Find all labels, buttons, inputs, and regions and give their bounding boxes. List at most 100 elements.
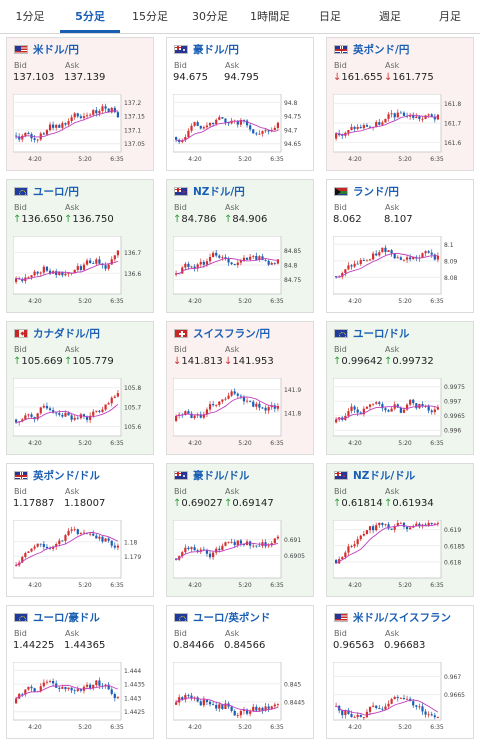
plot-area	[333, 236, 442, 295]
plot-area	[13, 520, 122, 579]
rate-card[interactable]: 豪ドル/ドル Bid Ask ↑0.69027 ↑0.69147 0.691 0.6905 4…	[166, 463, 314, 597]
candle-body	[252, 545, 255, 547]
pair-name-link[interactable]: スイスフラン/円	[193, 327, 271, 340]
candle-body	[393, 697, 396, 700]
card-header: 英ポンド/ドル	[14, 469, 100, 482]
pair-name-link[interactable]: カナダドル/円	[33, 327, 100, 340]
rate-card[interactable]: ランド/円 Bid Ask 8.062 8.107 8.1 8.09 8.08 4:20 5:20…	[326, 179, 474, 313]
candle-body	[356, 539, 359, 545]
rate-card[interactable]: 米ドル/スイスフラン Bid Ask 0.96563 0.96683 0.967 0.966…	[326, 605, 474, 739]
bid-label: Bid	[334, 61, 347, 70]
rate-card[interactable]: 英ポンド/円 Bid Ask ↓161.655 ↓161.775 161.8 161.7 16…	[326, 37, 474, 171]
candle-body	[107, 264, 110, 269]
candle-body	[45, 405, 49, 409]
card-header: NZドル/ドル	[334, 469, 416, 482]
arrow-up-icon: ↑	[224, 498, 233, 509]
rate-card[interactable]: スイスフラン/円 Bid Ask ↓141.813 ↓141.953 141.9 141.8…	[166, 321, 314, 455]
candle-body	[387, 114, 390, 119]
tab-6[interactable]: 週足	[379, 10, 401, 23]
bid-price: 137.103	[13, 72, 54, 83]
candle-body	[218, 704, 221, 709]
card-header: ユーロ/豪ドル	[14, 611, 100, 624]
bid-value: 137.103	[13, 72, 55, 83]
pair-name-link[interactable]: 英ポンド/円	[353, 43, 410, 56]
candle-body	[85, 416, 89, 420]
candle-body	[230, 391, 233, 396]
bid-value: 161.655	[341, 72, 383, 83]
candle-body	[82, 532, 86, 534]
rate-card[interactable]: 英ポンド/ドル Bid Ask 1.17887 1.18007 1.18 1.179 4:20…	[6, 463, 154, 597]
tab-2[interactable]: 15分足	[132, 10, 168, 23]
tab-5[interactable]: 日足	[319, 10, 341, 23]
candle-body	[381, 247, 384, 253]
candle-body	[113, 693, 116, 699]
au-flag-icon	[174, 470, 188, 480]
candlestick-chart: 0.967 0.9665 4:20 5:20 6:35	[333, 662, 465, 731]
rate-card[interactable]: ユーロ/英ポンド Bid Ask 0.84466 0.84566 0.845 0.8445 4…	[166, 605, 314, 739]
candle-body	[202, 549, 205, 551]
y-tick-label: 94.7	[284, 127, 298, 134]
x-tick-label: 5:20	[78, 582, 92, 589]
tab-3[interactable]: 30分足	[192, 10, 228, 23]
rate-card[interactable]: 米ドル/円 Bid Ask 137.103 137.139 137.2 137.15 137.…	[6, 37, 154, 171]
bid-value: 8.062	[333, 214, 362, 225]
candle-body	[405, 404, 409, 410]
rate-card[interactable]: カナダドル/円 Bid Ask ↑105.669 ↑105.779 105.8 105.7 1…	[6, 321, 154, 455]
tab-0[interactable]: 1分足	[15, 10, 45, 23]
pair-name-link[interactable]: NZドル/円	[193, 185, 245, 198]
rate-card[interactable]: NZドル/ドル Bid Ask ↑0.61814 ↑0.61934 0.619 0.6185…	[326, 463, 474, 597]
ask-price: ↑0.61934	[384, 498, 434, 509]
pair-name-link[interactable]: 豪ドル/ドル	[193, 469, 250, 482]
pair-name-link[interactable]: NZドル/ドル	[353, 469, 416, 482]
candle-body	[181, 552, 184, 557]
candle-body	[239, 260, 242, 263]
candle-body	[110, 107, 113, 113]
candle-body	[89, 533, 92, 535]
candle-body	[402, 112, 406, 116]
tab-1[interactable]: 5分足	[60, 0, 120, 33]
candle-body	[196, 550, 199, 552]
candle-body	[110, 689, 113, 694]
tab-7[interactable]: 月足	[439, 10, 461, 23]
candle-body	[365, 125, 369, 127]
tab-4[interactable]: 1時間足	[250, 10, 290, 23]
rate-card[interactable]: 豪ドル/円 Bid Ask 94.675 94.795 94.8 94.75 94.7 94.6…	[166, 37, 314, 171]
pair-name-link[interactable]: 英ポンド/ドル	[33, 469, 100, 482]
y-tick-label: 0.9975	[444, 384, 465, 391]
pair-name-link[interactable]: ユーロ/円	[33, 185, 79, 198]
pair-name-link[interactable]: ユーロ/ドル	[353, 327, 410, 340]
plot-area	[173, 662, 282, 721]
candle-body	[267, 260, 270, 265]
bid-value: 0.99642	[341, 356, 383, 367]
pair-name-link[interactable]: 米ドル/円	[33, 43, 79, 56]
candle-body	[92, 411, 95, 416]
rate-card[interactable]: NZドル/円 Bid Ask ↑84.786 ↑84.906 84.85 84.8 84.75…	[166, 179, 314, 313]
pair-name-link[interactable]: 米ドル/スイスフラン	[353, 611, 452, 624]
pair-name-link[interactable]: ランド/円	[353, 185, 399, 198]
x-tick-label: 5:20	[238, 582, 252, 589]
arrow-down-icon: ↓	[173, 356, 182, 367]
rate-card[interactable]: ユーロ/ドル Bid Ask ↑0.99642 ↑0.99732 0.9975 0.997 0…	[326, 321, 474, 455]
pair-name-link[interactable]: ユーロ/豪ドル	[33, 611, 100, 624]
rate-card[interactable]: ユーロ/豪ドル Bid Ask 1.44225 1.44365 1.444 1.4435 1.…	[6, 605, 154, 739]
candle-body	[436, 114, 440, 120]
candle-body	[101, 106, 104, 111]
rate-card[interactable]: ユーロ/円 Bid Ask ↑136.650 ↑136.750 136.7 136.6 4:2…	[6, 179, 154, 313]
pair-name-link[interactable]: 豪ドル/円	[193, 43, 239, 56]
candle-body	[42, 405, 45, 408]
candle-body	[412, 256, 415, 260]
candle-body	[36, 413, 39, 420]
candle-body	[187, 695, 190, 696]
candle-body	[264, 706, 267, 711]
candle-body	[396, 257, 399, 259]
candle-body	[58, 124, 61, 128]
candle-body	[215, 548, 218, 553]
candle-body	[193, 415, 196, 418]
candle-body	[356, 409, 359, 413]
candle-body	[193, 547, 196, 551]
candle-body	[365, 406, 369, 409]
y-tick-label: 105.8	[124, 385, 141, 392]
pair-name-link[interactable]: ユーロ/英ポンド	[193, 611, 271, 624]
candle-body	[27, 551, 30, 554]
candle-body	[421, 706, 424, 712]
